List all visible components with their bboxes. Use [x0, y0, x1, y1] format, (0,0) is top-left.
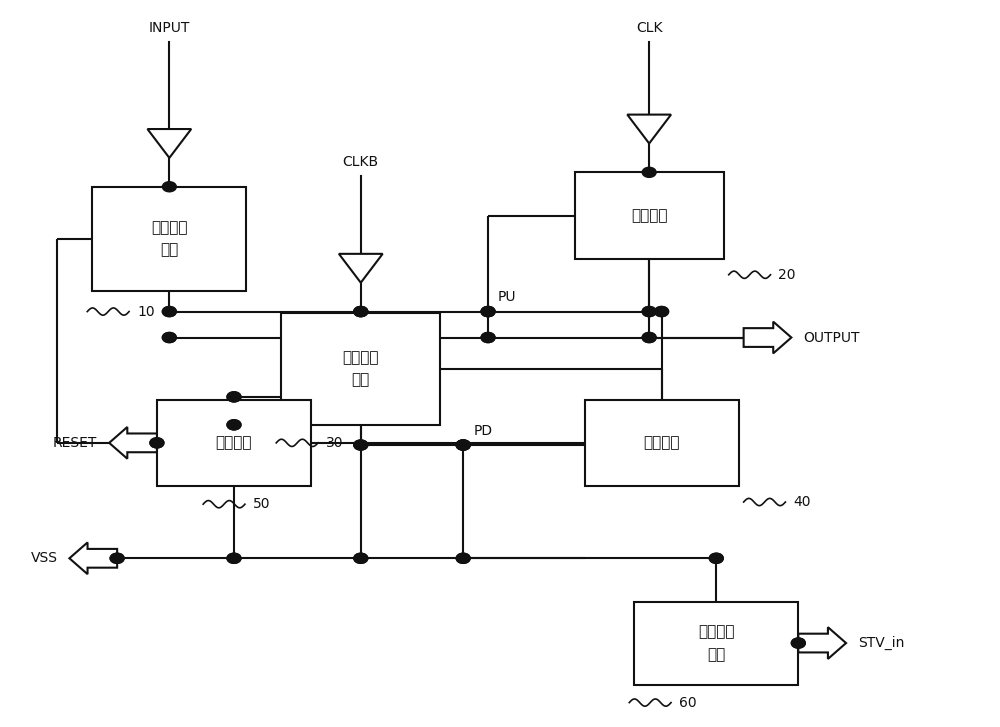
Circle shape	[642, 307, 656, 316]
Circle shape	[642, 167, 656, 177]
Circle shape	[110, 553, 124, 563]
Text: RESET: RESET	[53, 436, 97, 450]
Circle shape	[655, 307, 669, 316]
Text: 30: 30	[326, 436, 343, 450]
Text: 50: 50	[253, 497, 270, 511]
FancyBboxPatch shape	[575, 172, 724, 259]
Polygon shape	[798, 627, 846, 659]
Circle shape	[227, 419, 241, 430]
Text: 60: 60	[679, 696, 697, 710]
Text: 10: 10	[137, 305, 155, 318]
Text: PD: PD	[473, 424, 492, 438]
Circle shape	[227, 553, 241, 563]
FancyBboxPatch shape	[281, 313, 440, 425]
Circle shape	[227, 419, 241, 430]
Polygon shape	[69, 542, 117, 574]
Polygon shape	[147, 129, 191, 158]
Circle shape	[162, 182, 176, 192]
Text: STV_in: STV_in	[858, 636, 904, 650]
Circle shape	[354, 307, 368, 316]
Circle shape	[481, 332, 495, 342]
Text: OUTPUT: OUTPUT	[803, 331, 860, 345]
FancyBboxPatch shape	[585, 400, 739, 486]
Circle shape	[791, 638, 805, 648]
Text: 复位模块: 复位模块	[216, 435, 252, 450]
Circle shape	[150, 438, 164, 448]
Circle shape	[642, 307, 656, 316]
Polygon shape	[339, 254, 383, 283]
Text: 降噪控制
模块: 降噪控制 模块	[698, 624, 735, 662]
Circle shape	[354, 553, 368, 563]
Circle shape	[709, 553, 723, 563]
Circle shape	[110, 553, 124, 563]
Circle shape	[709, 553, 723, 563]
Text: 上拉控制
模块: 上拉控制 模块	[151, 220, 188, 257]
Circle shape	[791, 638, 805, 648]
Circle shape	[456, 440, 470, 450]
Circle shape	[456, 553, 470, 563]
Circle shape	[354, 553, 368, 563]
Circle shape	[227, 392, 241, 402]
Text: 20: 20	[778, 268, 796, 282]
Circle shape	[456, 553, 470, 563]
Circle shape	[162, 307, 176, 316]
Circle shape	[354, 440, 368, 450]
Text: 下拉模块: 下拉模块	[643, 435, 680, 450]
Text: 下拉控制
模块: 下拉控制 模块	[343, 350, 379, 387]
FancyBboxPatch shape	[157, 400, 311, 486]
Circle shape	[456, 440, 470, 450]
Circle shape	[456, 440, 470, 450]
Text: 40: 40	[793, 495, 811, 509]
Circle shape	[227, 553, 241, 563]
Circle shape	[162, 332, 176, 342]
Text: VSS: VSS	[30, 551, 57, 566]
Circle shape	[354, 307, 368, 316]
Circle shape	[642, 332, 656, 342]
Circle shape	[227, 392, 241, 402]
Circle shape	[481, 332, 495, 342]
FancyBboxPatch shape	[92, 187, 246, 292]
Circle shape	[162, 307, 176, 316]
Text: INPUT: INPUT	[149, 21, 190, 35]
Circle shape	[354, 307, 368, 316]
Circle shape	[354, 440, 368, 450]
Circle shape	[642, 332, 656, 342]
Circle shape	[162, 332, 176, 342]
FancyBboxPatch shape	[634, 601, 798, 685]
Text: CLKB: CLKB	[343, 155, 379, 169]
Circle shape	[481, 307, 495, 316]
Text: 上拉模块: 上拉模块	[631, 208, 667, 223]
Polygon shape	[627, 115, 671, 143]
Text: PU: PU	[498, 290, 517, 305]
Circle shape	[456, 440, 470, 450]
Circle shape	[481, 307, 495, 316]
Polygon shape	[744, 321, 791, 353]
Circle shape	[150, 438, 164, 448]
Circle shape	[655, 307, 669, 316]
Polygon shape	[109, 427, 157, 459]
Text: CLK: CLK	[636, 21, 662, 35]
Circle shape	[481, 307, 495, 316]
